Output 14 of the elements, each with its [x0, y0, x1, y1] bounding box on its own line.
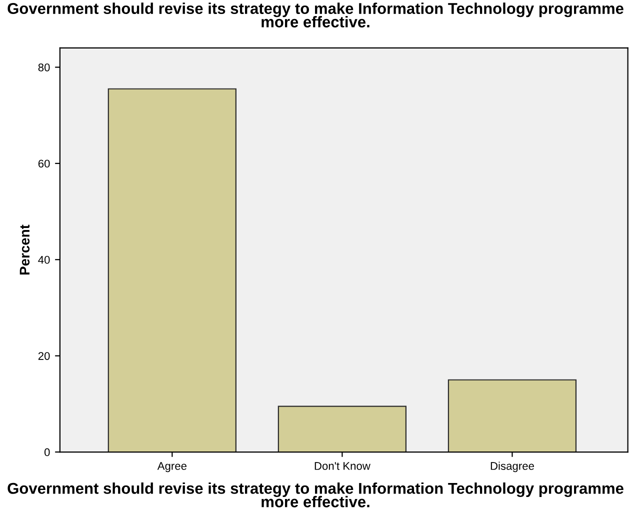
y-tick-label: 60	[38, 160, 50, 168]
y-tick-label: 0	[44, 448, 50, 456]
x-tick-label: Don't Know	[314, 462, 370, 470]
bar	[448, 379, 577, 452]
bar	[108, 88, 236, 452]
x-axis-title: Government should revise its strategy to make Information Technology programme more effective.	[8, 482, 624, 508]
bar	[278, 406, 407, 452]
y-tick-label: 20	[38, 352, 50, 360]
y-axis-title: Percent	[20, 224, 30, 275]
x-tick-label: Agree	[157, 462, 186, 472]
y-tick-label: 80	[38, 63, 50, 72]
chart-title: Government should revise its strategy to make Information Technology programme more effective.	[8, 2, 624, 28]
x-tick-label: Disagree	[490, 462, 534, 472]
y-tick-label: 40	[38, 256, 50, 264]
